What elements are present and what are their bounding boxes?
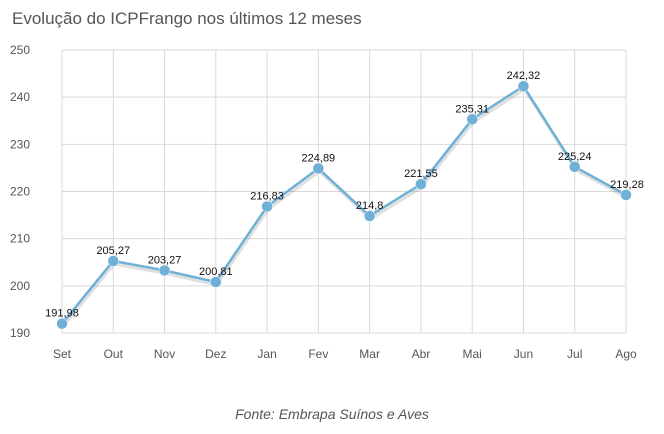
data-label: 235,31 <box>455 103 489 115</box>
data-point <box>261 200 273 213</box>
y-tick-label: 240 <box>10 90 30 104</box>
series-line-layer <box>61 84 628 328</box>
data-labels: 191,98 205,27 203,27 200,81 216,83 224,89 214,… <box>45 70 644 319</box>
x-tick-label: Mar <box>359 347 380 361</box>
data-label: 205,27 <box>96 245 130 257</box>
data-point <box>312 162 325 175</box>
x-tick-label: Dez <box>205 347 226 361</box>
data-label: 216,83 <box>250 190 284 202</box>
y-tick-label: 230 <box>10 137 30 151</box>
data-label: 219,28 <box>610 179 644 191</box>
data-label: 203,27 <box>148 254 182 266</box>
x-tick-label: Set <box>53 347 72 361</box>
chart-title: Evolução do ICPFrango nos últimos 12 mes… <box>12 9 362 28</box>
x-tick-label: Ago <box>615 347 637 361</box>
data-point <box>620 189 632 201</box>
data-point <box>363 210 376 222</box>
y-axis-ticks: 250 240 230 220 210 200 190 <box>10 43 30 340</box>
source-caption: Fonte: Embrapa Suínos e Aves <box>235 406 429 422</box>
data-point <box>210 276 222 288</box>
data-label: 214,8 <box>356 200 384 212</box>
y-tick-label: 250 <box>10 43 30 57</box>
x-tick-label: Nov <box>154 347 175 361</box>
x-tick-label: Jan <box>257 347 276 361</box>
series-line <box>61 84 627 325</box>
x-tick-label: Jun <box>514 347 533 361</box>
x-tick-label: Jul <box>567 347 582 361</box>
y-tick-label: 220 <box>10 185 30 199</box>
x-tick-label: Abr <box>412 347 431 361</box>
y-tick-label: 190 <box>10 326 30 340</box>
x-tick-label: Out <box>104 347 124 361</box>
data-point <box>158 264 171 277</box>
data-label: 221,55 <box>404 168 438 180</box>
data-point <box>107 255 120 267</box>
data-point <box>517 80 530 92</box>
data-label: 225,24 <box>558 151 592 163</box>
x-axis-ticks: Set Out Nov Dez Jan Fev Mar Abr Mai Jun Jul Ago <box>53 347 637 361</box>
data-points <box>56 80 632 330</box>
series-line-shadow <box>61 87 628 328</box>
data-point <box>568 161 581 173</box>
y-tick-label: 210 <box>10 232 30 246</box>
x-tick-label: Fev <box>308 347 328 361</box>
x-tick-label: Mai <box>463 347 482 361</box>
data-point <box>415 178 427 190</box>
data-label: 242,32 <box>507 70 541 82</box>
y-tick-label: 200 <box>10 279 30 293</box>
data-point <box>56 317 68 330</box>
data-label: 224,89 <box>302 152 336 164</box>
data-label: 191,98 <box>45 308 79 320</box>
data-point <box>466 113 478 126</box>
data-label: 200,81 <box>199 266 233 278</box>
